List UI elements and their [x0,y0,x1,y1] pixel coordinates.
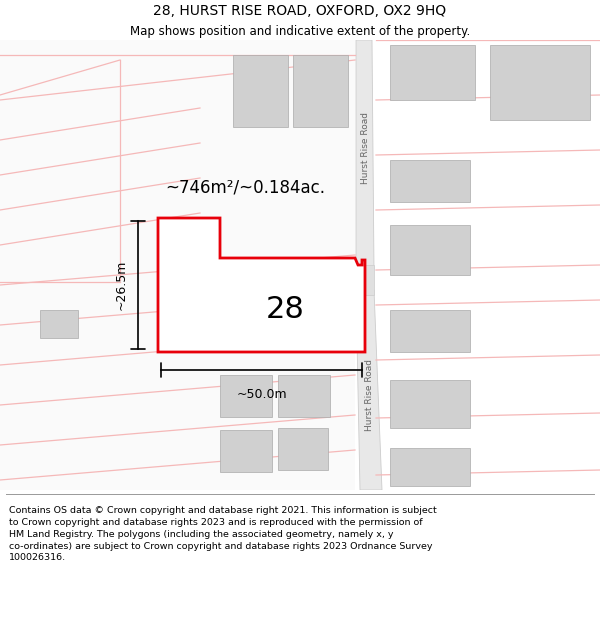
Bar [278,428,328,470]
Bar [390,45,475,100]
Text: 28, HURST RISE ROAD, OXFORD, OX2 9HQ: 28, HURST RISE ROAD, OXFORD, OX2 9HQ [154,4,446,18]
Bar [390,310,470,352]
Bar [390,380,470,428]
Text: Hurst Rise Road: Hurst Rise Road [361,112,370,184]
Bar [390,448,470,486]
Bar [390,225,470,275]
Bar [233,55,288,127]
Bar [390,160,470,202]
Polygon shape [356,290,382,490]
Text: ~746m²/~0.184ac.: ~746m²/~0.184ac. [165,179,325,197]
Text: ~50.0m: ~50.0m [236,388,287,401]
Polygon shape [356,265,374,295]
Bar [40,310,78,338]
Polygon shape [158,218,365,352]
Bar [220,375,272,417]
Text: ~26.5m: ~26.5m [115,260,128,310]
Text: Map shows position and indicative extent of the property.: Map shows position and indicative extent… [130,25,470,38]
Bar [278,375,330,417]
Bar [490,45,590,120]
Text: Hurst Rise Road: Hurst Rise Road [365,359,374,431]
Bar [293,55,348,127]
Polygon shape [356,40,374,270]
Text: Contains OS data © Crown copyright and database right 2021. This information is : Contains OS data © Crown copyright and d… [9,506,437,562]
Polygon shape [0,40,355,490]
Text: 28: 28 [266,296,304,324]
Bar [220,430,272,472]
